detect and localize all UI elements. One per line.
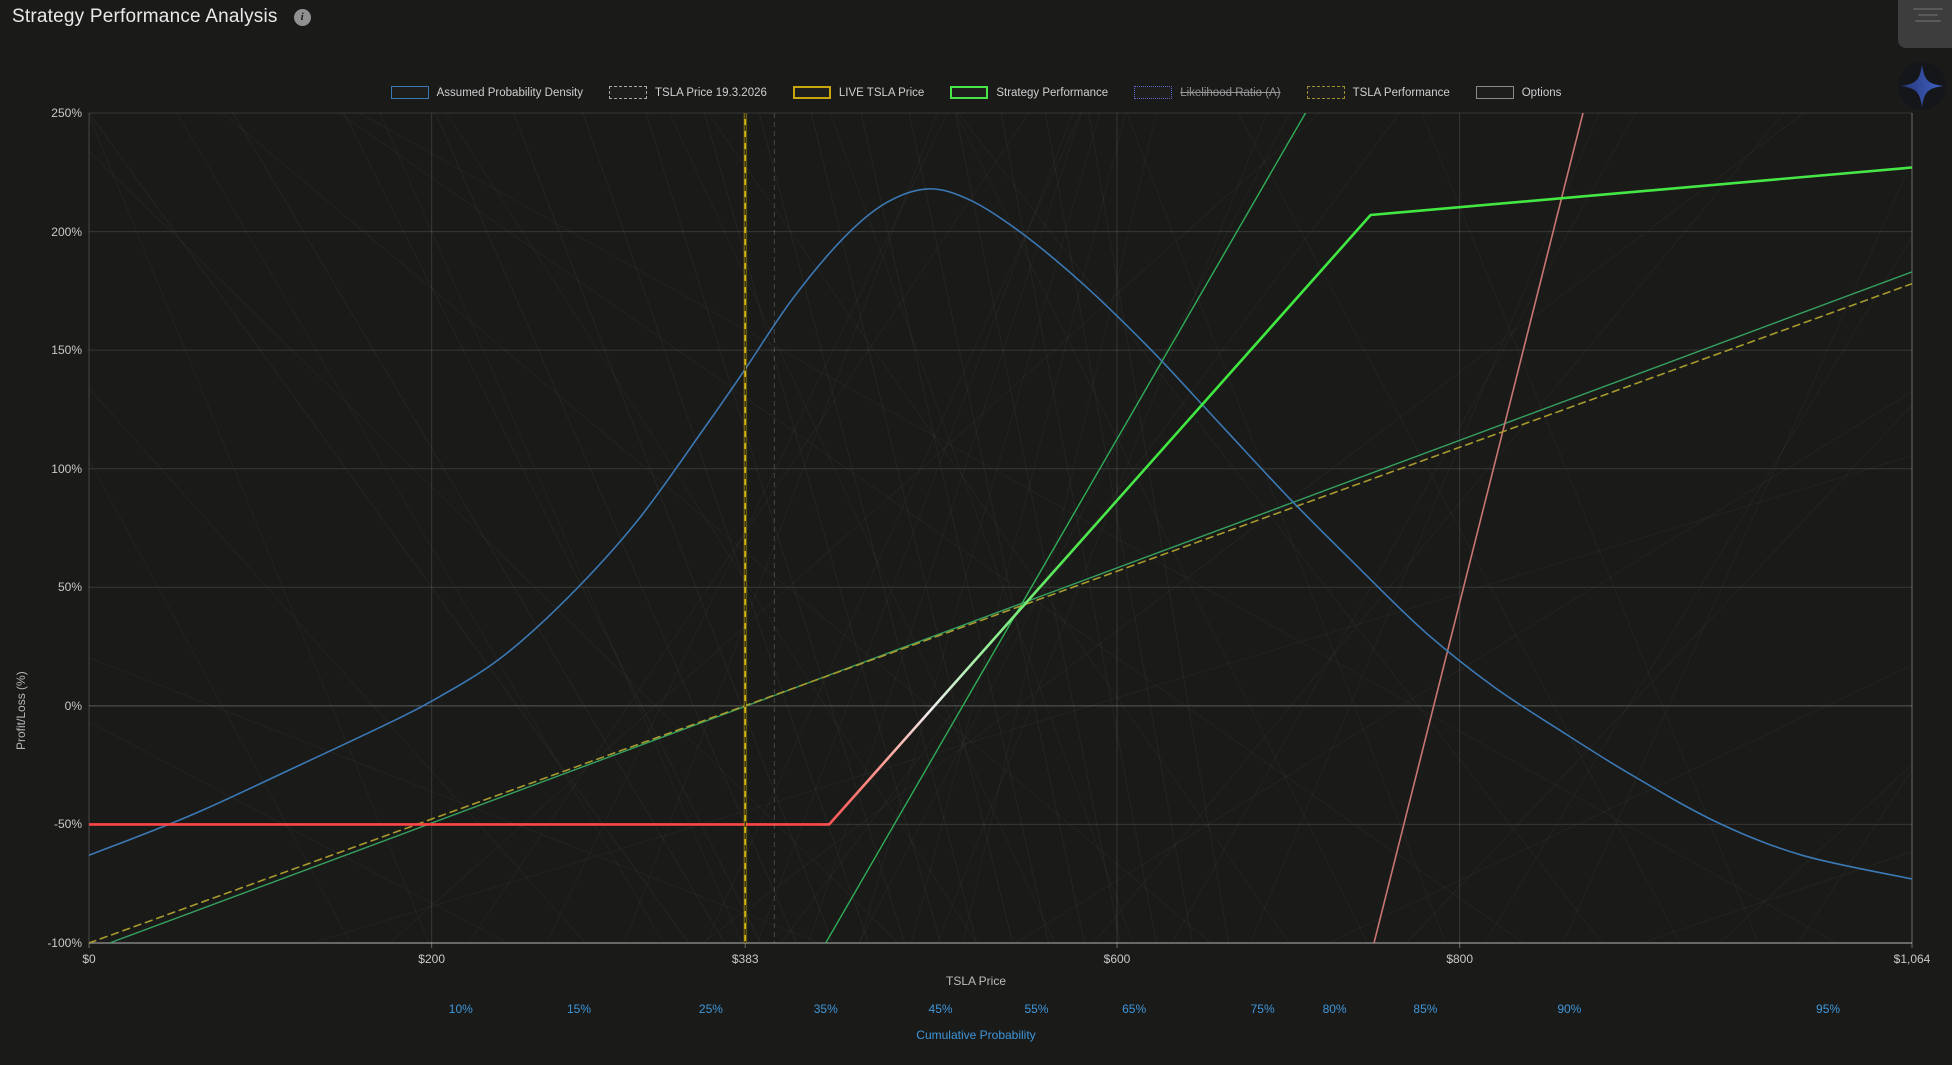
legend-swatch xyxy=(1306,86,1345,99)
series-option-payoff-highlight-red- xyxy=(1373,113,1584,943)
legend-swatch xyxy=(609,86,647,99)
legend-item-tsla-performance[interactable]: TSLA Performance xyxy=(1306,86,1450,99)
series-assumed-probability-density xyxy=(89,188,1912,880)
series-tsla-performance-live-reference- xyxy=(108,271,1912,943)
legend-swatch xyxy=(1475,86,1514,99)
corner-panel-line xyxy=(1913,8,1943,10)
page-title: Strategy Performance Analysis xyxy=(12,6,278,27)
price-vlines xyxy=(743,113,775,943)
legend-item-strategy-performance[interactable]: Strategy Performance xyxy=(950,86,1108,99)
legend-label: Likelihood Ratio (Λ) xyxy=(1180,86,1281,99)
legend-label: Strategy Performance xyxy=(996,86,1109,99)
options-fan-lines xyxy=(89,113,1912,943)
series-option-payoff-highlight-green- xyxy=(825,113,1307,943)
sparkle-icon[interactable] xyxy=(1896,60,1948,112)
info-icon[interactable]: i xyxy=(293,8,311,26)
legend-item-likelihood-ratio-[interactable]: Likelihood Ratio (Λ) xyxy=(1134,86,1281,99)
series-layer xyxy=(89,113,1912,943)
legend-swatch xyxy=(950,86,989,99)
chart-legend: Assumed Probability Density TSLA Price 19… xyxy=(0,86,1952,99)
legend-label: TSLA Price 19.3.2026 xyxy=(655,86,767,99)
corner-panel-line xyxy=(1918,14,1938,16)
corner-panel[interactable] xyxy=(1898,0,1952,48)
series-strategy-performance xyxy=(89,166,1912,826)
legend-label: Options xyxy=(1521,86,1562,99)
gridlines xyxy=(88,112,1913,944)
legend-swatch xyxy=(1134,86,1173,99)
legend-item-tsla-price-19-3-2026[interactable]: TSLA Price 19.3.2026 xyxy=(609,86,767,99)
legend-item-assumed-probability-density[interactable]: Assumed Probability Density xyxy=(390,86,583,99)
legend-label: TSLA Performance xyxy=(1352,86,1450,99)
series-tsla-performance xyxy=(89,282,1912,943)
legend-item-options[interactable]: Options xyxy=(1475,86,1562,99)
header: Strategy Performance Analysis i xyxy=(12,6,311,28)
x-tick-marks xyxy=(88,943,1913,948)
legend-swatch xyxy=(792,86,831,99)
legend-swatch xyxy=(390,86,429,99)
corner-panel-line xyxy=(1915,20,1941,22)
legend-label: Assumed Probability Density xyxy=(436,86,583,99)
legend-label: LIVE TSLA Price xyxy=(838,86,925,99)
legend-item-live-tsla-price[interactable]: LIVE TSLA Price xyxy=(792,86,925,99)
